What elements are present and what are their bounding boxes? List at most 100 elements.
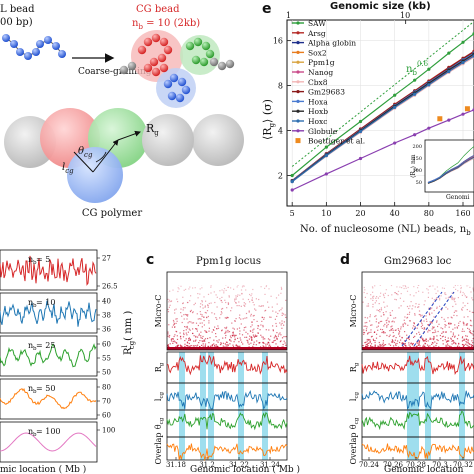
micro-c-pixel — [227, 331, 229, 333]
cg-polymer-bead — [192, 114, 244, 166]
micro-c-pixel — [180, 338, 182, 340]
micro-c-pixel — [424, 340, 426, 342]
micro-c-pixel — [375, 321, 377, 323]
micro-c-pixel — [216, 296, 218, 298]
micro-c-heatmap — [362, 278, 474, 350]
micro-c-pixel — [465, 343, 467, 345]
micro-c-pixel — [177, 281, 178, 282]
micro-c-pixel — [257, 325, 259, 327]
micro-c-pixel — [204, 338, 207, 340]
micro-c-pixel — [176, 331, 178, 333]
micro-c-pixel — [197, 293, 199, 295]
micro-c-pixel — [208, 345, 210, 348]
micro-c-pixel — [233, 334, 235, 336]
micro-c-pixel — [279, 341, 281, 343]
cg-green-nl-bead — [205, 49, 215, 59]
micro-c-pixel — [365, 325, 367, 327]
micro-c-pixel — [394, 339, 396, 341]
micro-c-pixel — [275, 343, 277, 345]
micro-c-pixel — [247, 283, 248, 284]
micro-c-pixel — [452, 328, 454, 330]
micro-c-pixel — [224, 278, 225, 279]
micro-c-pixel — [167, 331, 169, 333]
micro-c-pixel — [210, 292, 212, 294]
micro-c-pixel — [453, 286, 455, 288]
micro-c-pixel — [443, 280, 444, 281]
micro-c-pixel — [253, 336, 256, 338]
track-label-sub: g — [354, 362, 360, 366]
micro-c-pixel — [204, 311, 206, 314]
micro-c-pixel — [255, 298, 257, 300]
tad-boundary-highlight — [407, 352, 413, 460]
cg-bead-subtitle: nb = 10 (2kb) — [132, 18, 200, 31]
tad-boundary-highlight — [459, 352, 465, 460]
micro-c-pixel — [251, 338, 253, 340]
micro-c-pixel — [463, 330, 465, 332]
nl-bead — [10, 40, 18, 48]
y-tick-label: 70 — [102, 398, 111, 406]
micro-c-pixel — [222, 337, 224, 339]
nl-bead-chain — [2, 34, 66, 60]
nb-label-value: = 100 — [36, 427, 61, 436]
micro-c-pixel — [202, 335, 204, 338]
micro-c-pixel — [219, 298, 221, 300]
micro-c-pixel — [184, 326, 186, 328]
micro-c-pixel — [182, 296, 184, 298]
micro-c-pixel — [195, 335, 197, 337]
micro-c-pixel — [234, 300, 236, 302]
micro-c-pixel — [412, 342, 414, 345]
micro-c-pixel — [182, 307, 185, 309]
micro-c-pixel — [185, 338, 187, 340]
micro-c-pixel — [363, 325, 365, 327]
nb-label: n — [28, 255, 33, 264]
micro-c-pixel — [285, 336, 287, 338]
inset-frame — [424, 139, 474, 193]
micro-c-pixel — [445, 285, 447, 286]
micro-c-pixel — [458, 322, 460, 324]
micro-c-pixel — [280, 334, 282, 336]
micro-c-pixel — [241, 293, 243, 295]
micro-c-pixel — [401, 287, 403, 289]
micro-c-pixel — [398, 307, 400, 309]
micro-c-pixel — [264, 293, 266, 295]
micro-c-pixel — [445, 341, 448, 343]
legend-label: Hoxc — [308, 117, 328, 126]
micro-c-pixel — [260, 273, 261, 274]
micro-c-pixel — [211, 312, 213, 314]
micro-c-pixel — [441, 332, 443, 334]
micro-c-pixel — [469, 286, 471, 288]
micro-c-pixel — [408, 337, 410, 339]
nb-label-sub: b — [33, 346, 37, 352]
micro-c-pixel — [460, 287, 462, 290]
micro-c-pixel — [190, 295, 192, 297]
micro-c-pixel — [249, 301, 251, 303]
micro-c-pixel — [243, 327, 245, 329]
micro-c-pixel — [401, 336, 403, 339]
micro-c-pixel — [467, 339, 469, 341]
micro-c-pixel — [189, 339, 191, 341]
micro-c-pixel — [441, 336, 443, 338]
micro-c-pixel — [285, 344, 287, 346]
micro-c-pixel — [225, 285, 227, 286]
micro-c-pixel — [240, 289, 243, 291]
micro-c-pixel — [214, 345, 216, 348]
micro-c-pixel — [378, 310, 380, 312]
y-tick-label: 60 — [102, 412, 111, 420]
micro-c-pixel — [168, 299, 171, 301]
micro-c-pixel — [244, 317, 246, 319]
micro-c-pixel — [436, 342, 438, 344]
micro-c-pixel — [250, 326, 252, 328]
micro-c-pixel — [414, 281, 415, 282]
micro-c-pixel — [255, 335, 257, 337]
micro-c-pixel — [425, 315, 427, 317]
micro-c-pixel — [187, 301, 189, 304]
micro-c-pixel — [203, 324, 205, 326]
micro-c-pixel — [444, 278, 445, 279]
micro-c-pixel — [280, 288, 283, 290]
micro-c-pixel — [385, 311, 387, 313]
micro-c-pixel — [379, 320, 381, 323]
micro-c-pixel — [447, 340, 449, 342]
micro-c-pixel — [394, 279, 395, 280]
micro-c-pixel — [463, 344, 465, 346]
series-point — [290, 180, 294, 184]
